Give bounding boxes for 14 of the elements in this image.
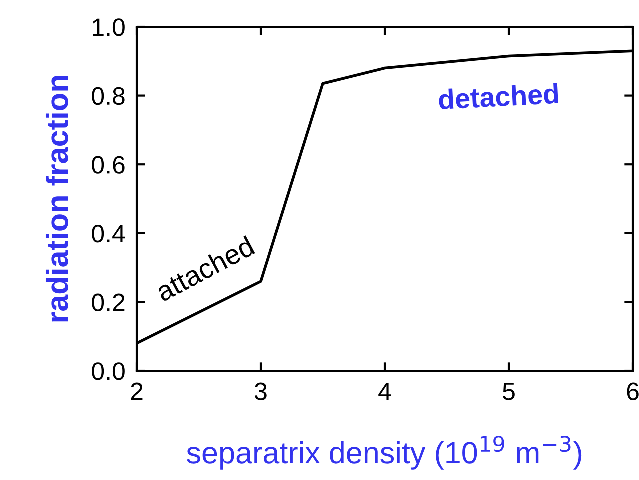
y-tick-label: 0.2 [92,294,125,312]
y-tick-label: 1.0 [93,18,125,36]
x-axis-title: separatrix density (10$^{19}$ m$^{−3}$) [187,436,582,470]
y-tick-label: 0.0 [92,362,125,380]
x-tick-label: 4 [378,383,392,400]
y-tick-label: 0.6 [92,156,125,174]
x-tick-label: 3 [255,382,267,400]
y-tick-label: 0.8 [92,87,125,106]
y-tick-label: 0.4 [92,225,126,243]
x-tick-label: 2 [131,382,143,400]
annotation: detached [438,83,559,110]
y-axis-title: radiation fraction [46,76,68,322]
x-tick-label: 5 [503,383,515,400]
x-tick-label: 6 [627,382,639,400]
